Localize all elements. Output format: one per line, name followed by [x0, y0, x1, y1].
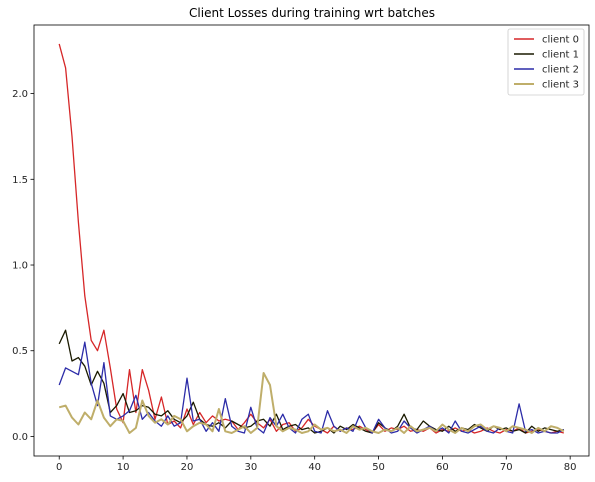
x-tick-label: 0: [56, 462, 62, 473]
x-tick-label: 40: [308, 462, 321, 473]
plot-area: [59, 44, 564, 433]
legend-label: client 2: [542, 65, 579, 76]
y-tick-label: 0.0: [12, 432, 28, 443]
x-tick-label: 20: [181, 462, 194, 473]
x-tick-label: 10: [117, 462, 130, 473]
legend: client 0 client 1 client 2 client 3: [508, 29, 584, 95]
x-tick-label: 80: [564, 462, 577, 473]
y-tick-label: 1.0: [12, 261, 28, 272]
legend-label: client 0: [542, 35, 579, 46]
y-tick-label: 0.5: [12, 346, 28, 357]
series-line-client-0: [59, 44, 564, 433]
legend-label: client 3: [542, 80, 579, 91]
x-tick-label: 70: [500, 462, 513, 473]
series-line-client-1: [59, 330, 564, 433]
x-tick-label: 60: [436, 462, 449, 473]
chart-title: Client Losses during training wrt batche…: [189, 6, 435, 20]
y-tick-label: 1.5: [12, 175, 28, 186]
y-tick-label: 2.0: [12, 89, 28, 100]
legend-label: client 1: [542, 50, 579, 61]
y-axis: 0.0 0.5 1.0 1.5 2.0: [12, 89, 34, 443]
plot-frame: [34, 25, 589, 456]
x-tick-label: 50: [372, 462, 385, 473]
x-axis: 0 10 20 30 40 50 60 70 80: [56, 456, 576, 473]
series-line-client-2: [59, 342, 564, 433]
x-tick-label: 30: [244, 462, 257, 473]
